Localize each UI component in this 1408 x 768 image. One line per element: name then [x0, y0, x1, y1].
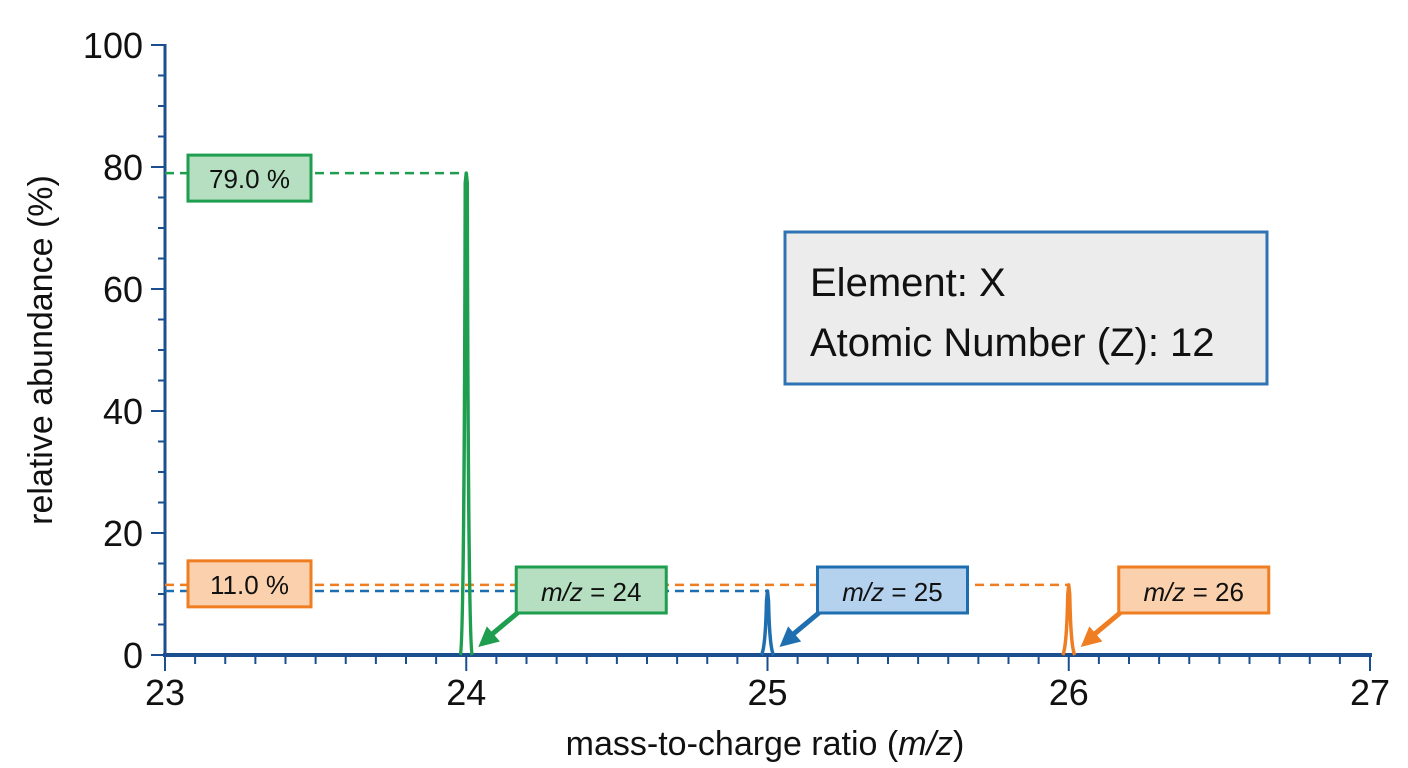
x-tick-label: 25 [747, 672, 787, 713]
x-tick-label: 27 [1350, 672, 1390, 713]
peak-mz-25 [759, 589, 776, 656]
info-element-line: Element: X [810, 261, 1006, 305]
y-tick-label: 100 [83, 25, 143, 66]
peak-mz-26 [1061, 583, 1077, 656]
x-axis-title: mass-to-charge ratio (m/z) [566, 725, 965, 763]
callout-arrow-head [1080, 626, 1103, 647]
value-label: 11.0 % [210, 570, 289, 600]
value-label-box [186, 153, 313, 203]
y-tick-label: 60 [103, 269, 143, 310]
value-label: 79.0 % [209, 164, 290, 194]
mz-callout-label: m/z = 24 [541, 577, 641, 607]
y-tick-label: 80 [103, 147, 143, 188]
x-tick-label: 26 [1049, 672, 1089, 713]
x-tick-label: 23 [145, 672, 185, 713]
info-box [783, 230, 1269, 386]
mz-callout-box [514, 565, 668, 615]
callout-arrow-head [779, 626, 802, 647]
mz-callout-box [816, 565, 969, 615]
info-atomic-number-line: Atomic Number (Z): 12 [810, 321, 1215, 365]
axis-ticks: 0 20 40 60 80 100 23 24 25 26 27 [83, 25, 1390, 713]
value-label-box [186, 559, 313, 609]
peaks [458, 171, 1077, 656]
mz-callout-label: m/z = 25 [842, 577, 942, 607]
mz-callout-box [1117, 565, 1271, 615]
y-tick-label: 20 [103, 513, 143, 554]
y-tick-label: 40 [103, 391, 143, 432]
y-tick-label: 0 [123, 635, 143, 676]
x-tick-label: 24 [446, 672, 486, 713]
y-axis-title: relative abundance (%) [22, 175, 60, 525]
mz-callout-label: m/z = 26 [1144, 577, 1244, 607]
callout-arrow-head [478, 626, 500, 647]
annotations: 79.0 % 11.0 % m/z = 24 m/z = 25 m/z = 26 [186, 153, 1271, 647]
peak-mz-24 [458, 171, 474, 656]
